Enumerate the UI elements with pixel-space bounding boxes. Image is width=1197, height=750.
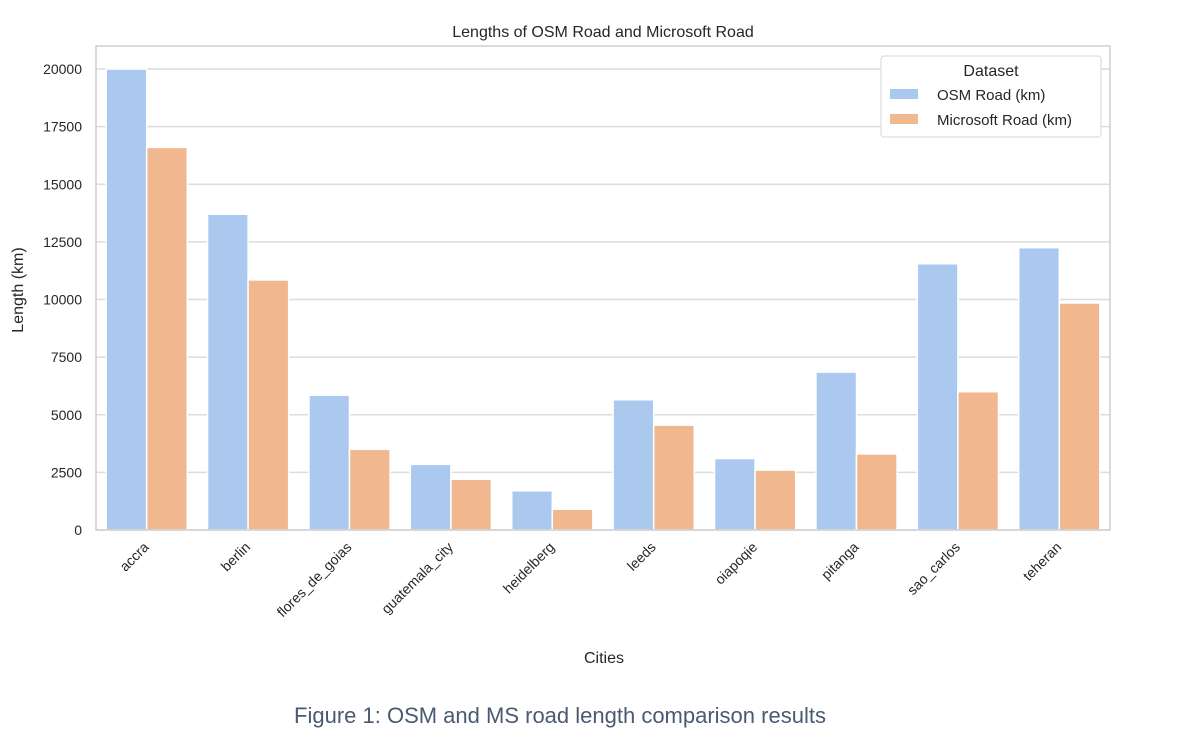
bar-sao_carlos-microsoft bbox=[957, 390, 1000, 531]
bars bbox=[105, 68, 1101, 531]
legend-swatch-microsoft bbox=[890, 114, 918, 124]
x-tick-label: leeds bbox=[624, 539, 659, 574]
bar-accra-osm bbox=[105, 68, 148, 531]
bar-chart: Lengths of OSM Road and Microsoft Road 0… bbox=[10, 24, 1111, 667]
bar-guatemala_city-microsoft bbox=[450, 478, 493, 531]
bar-teheran-microsoft bbox=[1058, 302, 1101, 531]
y-axis-label: Length (km) bbox=[10, 247, 27, 332]
bar-leeds-microsoft bbox=[652, 424, 696, 531]
chart-title: Lengths of OSM Road and Microsoft Road bbox=[452, 24, 754, 41]
x-tick-label: pitanga bbox=[818, 539, 862, 583]
x-tick-label: accra bbox=[116, 539, 152, 575]
legend: Dataset OSM Road (km) Microsoft Road (km… bbox=[880, 55, 1102, 138]
legend-box bbox=[880, 55, 1102, 138]
bar-guatemala_city-osm bbox=[409, 463, 452, 531]
bar-leeds-osm bbox=[612, 399, 655, 531]
y-axis-ticks: 0 2500 5000 7500 10000 12500 15000 17500 20000 bbox=[43, 61, 82, 538]
bar-heidelberg-microsoft bbox=[551, 508, 594, 531]
x-axis-ticks: accra berlin flores_de_goias guatemala_city… bbox=[116, 539, 1064, 620]
y-tick-label: 0 bbox=[74, 522, 82, 538]
legend-label-microsoft: Microsoft Road (km) bbox=[937, 112, 1072, 129]
bar-berlin-osm bbox=[206, 213, 249, 531]
y-tick-label: 5000 bbox=[51, 407, 82, 423]
y-tick-label: 15000 bbox=[43, 176, 82, 192]
bar-teheran-osm bbox=[1017, 246, 1061, 531]
x-tick-label: sao_carlos bbox=[904, 539, 963, 598]
bar-oiapoqie-microsoft bbox=[754, 469, 797, 531]
bar-accra-microsoft bbox=[145, 146, 189, 531]
x-tick-label: flores_de_goias bbox=[273, 539, 354, 620]
y-tick-label: 10000 bbox=[43, 292, 82, 308]
figure-caption: Figure 1: OSM and MS road length compari… bbox=[294, 703, 826, 728]
y-tick-label: 17500 bbox=[43, 119, 82, 135]
legend-swatch-osm bbox=[890, 89, 918, 99]
plot-frame bbox=[95, 45, 1111, 531]
bar-flores_de_goias-microsoft bbox=[348, 448, 391, 531]
legend-title: Dataset bbox=[963, 63, 1019, 80]
x-tick-label: berlin bbox=[218, 539, 254, 575]
bar-pitanga-osm bbox=[815, 371, 858, 531]
x-tick-label: oiapoqie bbox=[711, 539, 760, 588]
bar-heidelberg-osm bbox=[510, 490, 554, 531]
bar-flores_de_goias-osm bbox=[308, 394, 351, 531]
bar-oiapoqie-osm bbox=[713, 457, 756, 531]
bar-berlin-microsoft bbox=[247, 279, 290, 531]
bar-sao_carlos-osm bbox=[916, 263, 959, 531]
y-tick-label: 12500 bbox=[43, 234, 82, 250]
x-tick-label: guatemala_city bbox=[378, 539, 456, 617]
bar-pitanga-microsoft bbox=[855, 453, 898, 531]
y-tick-label: 20000 bbox=[43, 61, 82, 77]
legend-label-osm: OSM Road (km) bbox=[937, 87, 1045, 104]
x-tick-label: heidelberg bbox=[500, 539, 558, 597]
x-axis-label: Cities bbox=[584, 650, 624, 667]
y-tick-label: 2500 bbox=[51, 464, 82, 480]
y-tick-label: 7500 bbox=[51, 349, 82, 365]
x-tick-label: teheran bbox=[1020, 539, 1065, 584]
